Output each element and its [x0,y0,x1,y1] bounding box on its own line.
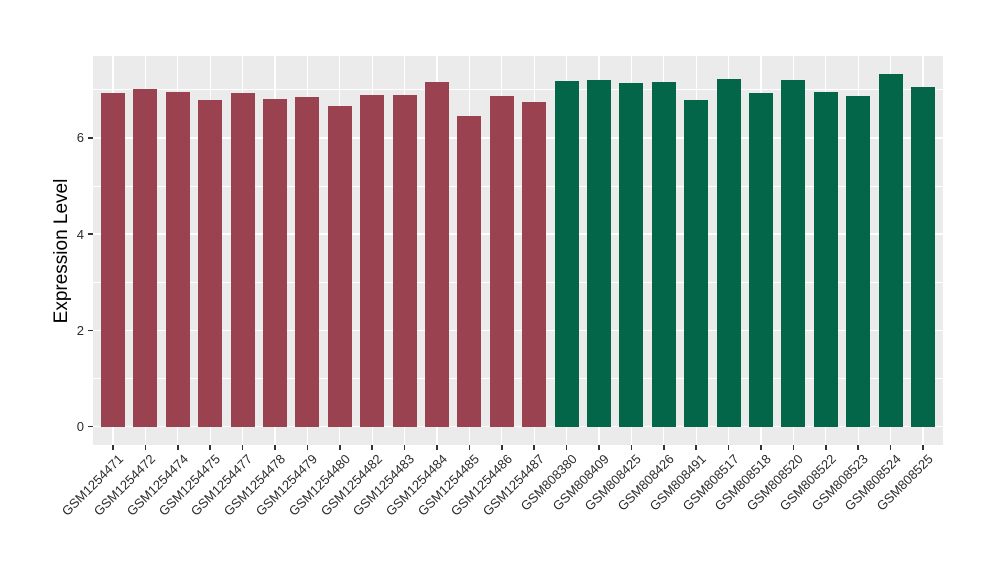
bar-GSM1254479 [295,97,320,427]
x-tick-mark [306,445,309,450]
bar-GSM1254472 [133,89,158,427]
x-tick-mark [209,445,211,450]
x-tick-mark [695,445,697,450]
x-tick-mark [177,445,179,450]
bar-GSM1254474 [165,91,190,427]
major-gridline [93,137,943,139]
bar-GSM808525 [911,86,935,427]
bar-GSM808520 [781,80,806,427]
major-gridline [93,329,943,332]
plot-panel [93,56,943,445]
x-tick-mark [825,445,827,450]
bar-GSM1254471 [101,93,125,427]
x-tick-mark [792,445,795,450]
y-tick-label: 4 [76,226,84,242]
x-tick-mark [760,445,762,450]
x-tick-mark [857,445,859,450]
bar-GSM1254478 [263,98,287,427]
bar-GSM808523 [846,96,871,427]
bar-GSM808491 [684,99,709,427]
x-tick-mark [403,445,406,450]
bar-GSM808380 [554,81,579,427]
x-tick-mark [922,445,924,450]
x-tick-mark [565,445,568,450]
x-tick-mark [274,445,276,450]
bar-GSM808409 [587,79,611,427]
bar-GSM1254485 [457,115,482,427]
bar-GSM808425 [619,82,644,427]
x-tick-mark [727,445,730,450]
x-tick-mark [339,445,341,450]
bar-GSM808426 [651,81,676,427]
x-tick-mark [663,445,665,450]
bar-GSM1254475 [198,99,223,427]
y-tick-mark [88,425,93,428]
minor-gridline [93,185,943,187]
minor-gridline [93,281,943,283]
bar-GSM1254484 [425,81,449,427]
minor-gridline [93,89,943,91]
x-tick-mark [112,445,114,450]
x-tick-mark [598,445,600,450]
y-tick-mark [88,233,93,235]
x-tick-mark [371,445,373,450]
x-tick-mark [630,445,633,450]
bar-GSM1254482 [360,94,385,427]
y-tick-mark [88,329,93,332]
major-gridline [93,233,943,235]
y-tick-label: 6 [76,130,84,146]
y-tick-label: 0 [76,419,84,435]
x-tick-mark [436,445,438,450]
bar-GSM1254477 [230,93,255,427]
minor-gridline [93,378,943,379]
y-tick-label: 2 [76,322,84,338]
bar-GSM1254480 [327,105,352,427]
major-gridline [93,426,943,428]
bar-GSM808524 [878,73,903,427]
x-tick-mark [889,445,892,450]
bar-GSM808518 [749,92,773,427]
x-tick-mark [241,445,244,450]
bar-GSM1254487 [522,102,547,427]
x-tick-mark [144,445,147,450]
bar-GSM808522 [813,92,838,427]
bar-GSM808517 [716,78,741,427]
bar-GSM1254486 [489,96,514,427]
bar-GSM1254483 [392,94,417,427]
y-axis-title: Expression Level [51,178,72,324]
x-tick-mark [533,445,535,450]
y-tick-mark [88,137,93,139]
x-tick-mark [501,445,503,450]
x-tick-mark [468,445,471,450]
